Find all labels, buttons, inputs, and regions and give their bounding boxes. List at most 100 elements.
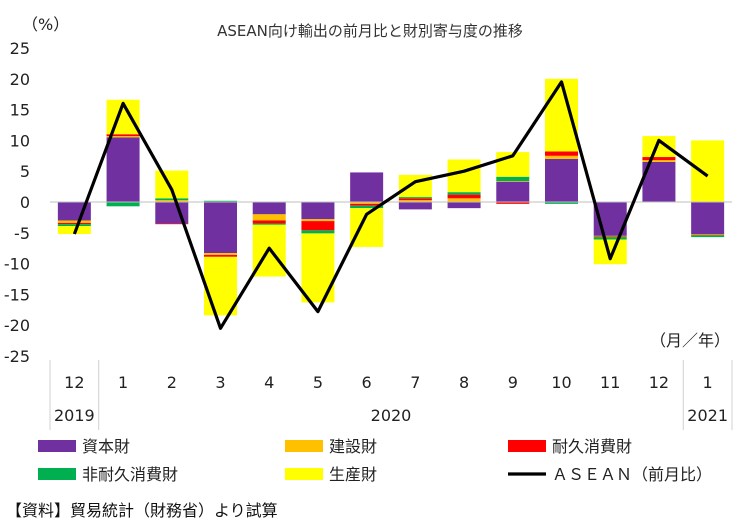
x-tick-label: 2 (167, 373, 177, 392)
x-tick-label: 5 (313, 373, 323, 392)
legend-label: 生産財 (329, 465, 377, 484)
bar-segment (398, 200, 432, 202)
bar-segment (301, 221, 335, 231)
bar-segment (642, 160, 676, 162)
bar-segment (447, 192, 481, 195)
legend-label: 建設財 (329, 437, 377, 456)
x-tick-label: 11 (600, 373, 620, 392)
bar-segment (204, 200, 237, 202)
bar-segment (545, 78, 578, 152)
bar-segment (106, 136, 140, 138)
year-label: 2020 (371, 406, 412, 425)
asean-line (72, 80, 709, 330)
bar-segment (593, 235, 627, 237)
bar-segment (301, 202, 335, 220)
y-tick-label: -5 (14, 224, 30, 243)
bar-segment (57, 224, 91, 227)
bar-segment (398, 202, 432, 210)
bar-segment (496, 181, 530, 202)
legend-label: 耐久消費財 (552, 437, 632, 456)
x-axis-label: （月／年） (650, 331, 730, 350)
legend-label: 資本財 (82, 437, 130, 456)
source-note: 【資料】貿易統計（財務省）より試算 (6, 501, 278, 520)
bar-segment (155, 202, 189, 224)
x-tick-label: 7 (410, 373, 420, 392)
y-tick-label: 10 (10, 131, 30, 150)
bar-segment (593, 239, 627, 265)
bar-segment (447, 194, 481, 199)
y-tick-label: -10 (4, 255, 30, 274)
bars (57, 78, 725, 316)
bar-segment (252, 220, 286, 224)
bar-segment (204, 256, 237, 316)
x-tick-label: 1 (703, 373, 713, 392)
x-tick-label: 12 (64, 373, 84, 392)
bar-segment (106, 137, 140, 202)
year-label: 2019 (54, 406, 95, 425)
bar-segment (57, 222, 91, 225)
bar-segment (496, 181, 530, 182)
bar-segment (545, 155, 578, 159)
bar-segment (545, 202, 578, 204)
legend-swatch (38, 440, 76, 452)
bar-segment (691, 140, 725, 202)
y-tick-label: -15 (4, 285, 30, 304)
y-tick-label: -25 (4, 347, 30, 366)
bar-segment (496, 202, 530, 204)
bar-segment (106, 202, 140, 207)
bar-segment (350, 202, 384, 204)
legend-swatch (38, 468, 76, 480)
bar-segment (447, 198, 481, 202)
y-tick-label: 25 (10, 39, 30, 58)
bar-segment (155, 200, 189, 202)
x-tick-label: 12 (649, 373, 669, 392)
bar-segment (691, 202, 725, 235)
chart-title: ASEAN向け輸出の前月比と財別寄与度の推移 (217, 22, 523, 40)
bar-segment (350, 205, 384, 209)
bar-segment (593, 236, 627, 238)
bar-segment (545, 151, 578, 156)
bar-segment (252, 202, 286, 215)
bar-segment (642, 157, 676, 161)
bar-segment (155, 223, 189, 225)
bar-segment (691, 234, 725, 235)
x-tick-label: 3 (215, 373, 225, 392)
bar-segment (593, 237, 627, 240)
y-axis-ticks: 25 20 15 10 5 0 -5 -10 -15 -20 -25 (4, 39, 30, 366)
y-tick-label: 15 (10, 101, 30, 120)
y-tick-label: -20 (4, 316, 30, 335)
y-tick-label: 20 (10, 70, 30, 89)
bar-segment (496, 176, 530, 182)
bar-segment (204, 202, 237, 254)
x-tick-label: 4 (264, 373, 274, 392)
bar-segment (301, 233, 335, 303)
bar-segment (691, 235, 725, 238)
bar-segment (350, 203, 384, 206)
x-tick-label: 6 (362, 373, 372, 392)
bar-segment (398, 197, 432, 199)
bar-segment (447, 202, 481, 209)
bar-segment (204, 253, 237, 255)
bar-segment (252, 214, 286, 221)
bar-segment (204, 254, 237, 257)
bar-segment (447, 159, 481, 193)
bar-segment (642, 136, 676, 158)
bar-segment (545, 158, 578, 202)
bar-segment (57, 220, 91, 223)
legend-swatch (285, 468, 323, 480)
bar-segment (350, 172, 384, 202)
legend-label: 非耐久消費財 (82, 465, 178, 484)
bar-segment (301, 230, 335, 234)
y-tick-label: 5 (20, 162, 30, 181)
legend-label: ＡＳＥＡＮ（前月比） (552, 465, 712, 484)
year-label: 2021 (687, 406, 728, 425)
x-tick-label: 9 (508, 373, 518, 392)
bar-segment (691, 234, 725, 236)
y-tick-label: 0 (20, 193, 30, 212)
legend-swatch (285, 440, 323, 452)
bar-segment (301, 219, 335, 222)
x-tick-label: 8 (459, 373, 469, 392)
